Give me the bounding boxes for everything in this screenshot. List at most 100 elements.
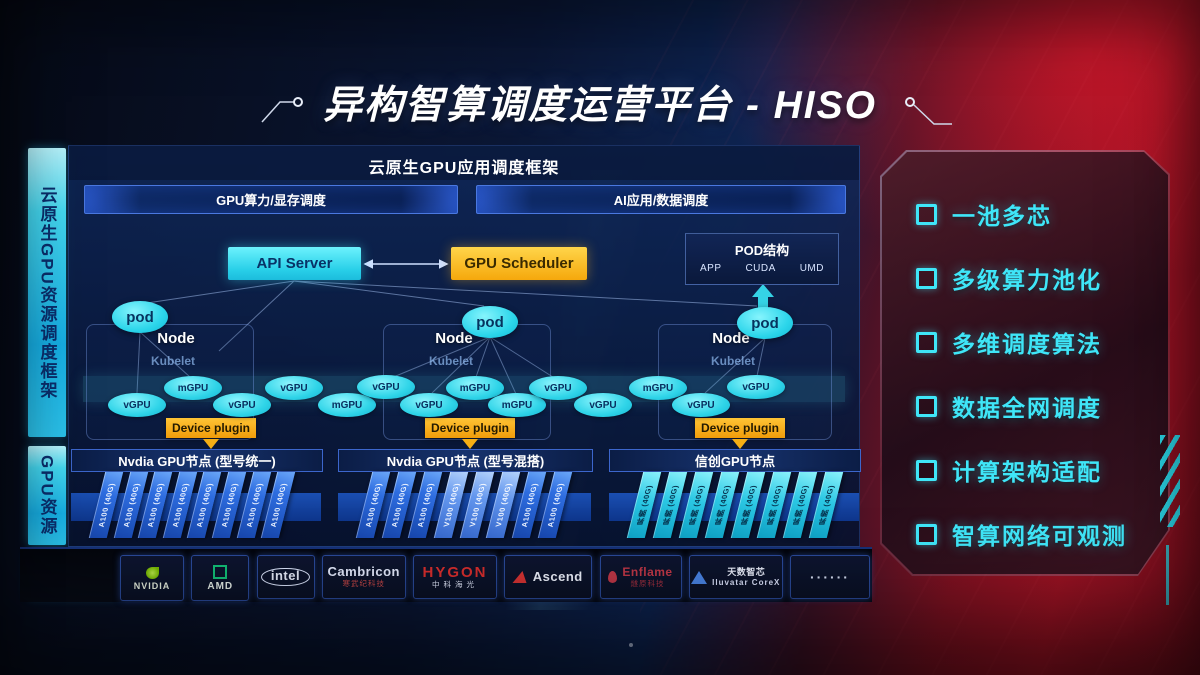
ascend-triangle-icon [512, 571, 530, 583]
vendor-name: Enflame [622, 564, 673, 579]
feature-item: 计算架构适配 [916, 438, 1168, 502]
vendor-logo-box: Ascend [504, 555, 593, 599]
vendor-subname: Iluvatar CoreX [712, 577, 781, 587]
pod-structure-title: POD结构 [734, 243, 790, 258]
feature-label: 多级算力池化 [952, 267, 1102, 293]
edge-accent-decoration [1166, 545, 1169, 605]
pod-ellipse: pod [112, 301, 168, 333]
pod-item-cuda: CUDA [745, 263, 776, 274]
device-plugin-arrow-icon [732, 439, 748, 449]
nvidia-eye-icon [145, 566, 159, 579]
feature-label: 智算网络可观测 [952, 523, 1127, 549]
bar-ai-data-scheduling: AI应用/数据调度 [476, 185, 846, 214]
checkbox-bullet-icon [916, 395, 937, 417]
hazard-stripes-decoration [1160, 435, 1180, 527]
vendor-logo-box: NVIDIA [120, 555, 184, 601]
device-plugin-box: Device plugin [425, 418, 515, 438]
checkbox-bullet-icon [916, 331, 937, 353]
feature-label: 数据全网调度 [952, 395, 1102, 421]
architecture-diagram: 云原生GPU应用调度框架 GPU算力/显存调度 AI应用/数据调度 [68, 145, 861, 547]
rail-label: GPU资源 [37, 455, 57, 536]
gpu-row-header: Nvdia GPU节点 (型号混搭) [338, 449, 593, 472]
gpu-row-header: Nvdia GPU节点 (型号统一) [71, 449, 323, 472]
device-plugin-arrow-icon [203, 439, 219, 449]
vendor-name: Cambricon [327, 564, 400, 580]
gpu-slice-ellipse: mGPU [164, 376, 222, 400]
feature-label: 计算架构适配 [952, 459, 1102, 485]
vendor-subname: 寒武纪科技 [342, 579, 385, 589]
bar-gpu-compute-scheduling: GPU算力/显存调度 [84, 185, 458, 214]
pod-ellipse: pod [462, 306, 518, 338]
vendor-logo-box: intel [256, 555, 315, 599]
vendor-subname: 燧原科技 [630, 578, 665, 588]
vendor-subname: 中科海光 [431, 580, 478, 590]
vendor-logo-box: HYGON 中科海光 [413, 555, 497, 599]
circuit-decoration-left [261, 97, 303, 123]
amd-square-icon [213, 565, 228, 580]
device-plugin-box: Device plugin [166, 418, 256, 438]
checkbox-bullet-icon [916, 459, 937, 481]
scheduler-layer-strip [69, 146, 859, 180]
node-label: Node [157, 330, 195, 347]
iluvatar-triangle-icon [691, 570, 708, 584]
vendor-name: ······ [810, 568, 850, 585]
pod-item-app: APP [700, 263, 722, 274]
checkbox-bullet-icon [916, 203, 937, 225]
gpu-scheduler-box: GPU Scheduler [451, 247, 587, 280]
gpu-slice-ellipse: vGPU [108, 393, 166, 417]
feature-item: 智算网络可观测 [916, 502, 1168, 566]
vendor-name: AMD [207, 581, 234, 593]
rail-cloud-native-gpu-framework: 云原生GPU资源调度框架 [28, 148, 66, 437]
kubelet-label: Kubelet [428, 354, 474, 368]
gpu-slice-ellipse: mGPU [446, 376, 504, 400]
kubelet-label: Kubelet [150, 354, 196, 368]
connection-lines [136, 259, 774, 395]
vendor-name: intel [260, 567, 311, 587]
vendor-name: Ascend [532, 568, 583, 584]
gpu-slice-ellipse: mGPU [318, 393, 376, 417]
gpu-slice-ellipse: vGPU [265, 376, 323, 400]
rail-label: 云原生GPU资源调度框架 [37, 185, 57, 400]
pod-structure-items: APP CUDA UMD [686, 259, 838, 274]
vendor-logo-box: Enflame 燧原科技 [599, 555, 682, 599]
gpu-slice-ellipse: vGPU [213, 393, 271, 417]
feature-item: 数据全网调度 [916, 374, 1168, 438]
checkbox-bullet-icon [916, 267, 937, 289]
vendor-name: 天数智芯 [727, 567, 766, 578]
feature-list: 一池多芯 多级算力池化 多维调度算法 数据全网调度 计算架构适配 智算网络可观测 [882, 152, 1168, 566]
device-plugin-arrow-icon [462, 439, 478, 449]
feature-label: 一池多芯 [952, 203, 1052, 229]
scheduler-layer-title: 云原生GPU应用调度框架 [368, 160, 560, 177]
gpu-row-header: 信创GPU节点 [609, 449, 861, 472]
pod-to-podstruct-arrow [752, 284, 774, 312]
page-title: 异构智算调度运营平台 - HISO [322, 84, 877, 127]
pod-ellipse: pod [737, 307, 793, 339]
kubelet-label: Kubelet [710, 354, 756, 368]
pod-structure-box: POD结构 APP CUDA UMD [685, 233, 839, 285]
rail-gpu-resource: GPU资源 [28, 446, 66, 545]
circuit-decoration-right [905, 97, 952, 125]
vendor-logo-row: NVIDIA AMD intel Cambricon 寒武纪科技 HYGON 中… [120, 555, 870, 601]
feature-panel: 一池多芯 多级算力池化 多维调度算法 数据全网调度 计算架构适配 智算网络可观测 [880, 150, 1170, 576]
vendor-logo-box: AMD [191, 555, 250, 601]
vendor-name: HYGON [422, 564, 488, 582]
feature-item: 多维调度算法 [916, 310, 1168, 374]
vendor-name: NVIDIA [133, 580, 171, 591]
feature-panel-background: 一池多芯 多级算力池化 多维调度算法 数据全网调度 计算架构适配 智算网络可观测 [882, 152, 1168, 574]
device-plugin-box: Device plugin [695, 418, 785, 438]
gpu-slice-ellipse: vGPU [357, 375, 415, 399]
feature-item: 多级算力池化 [916, 246, 1168, 310]
gpu-slice-ellipse: mGPU [629, 376, 687, 400]
gpu-slice-ellipse: vGPU [529, 376, 587, 400]
feature-label: 多维调度算法 [952, 331, 1102, 357]
gpu-slice-ellipse: vGPU [672, 393, 730, 417]
enflame-flame-icon [608, 571, 618, 583]
feature-item: 一池多芯 [916, 182, 1168, 246]
gpu-slice-ellipse: vGPU [574, 393, 632, 417]
vendor-logo-box: Cambricon 寒武纪科技 [321, 555, 406, 599]
node-label: Node [712, 330, 750, 347]
vendor-logo-box: ······ [790, 555, 870, 599]
footer-dot [629, 643, 633, 647]
gpu-slice-ellipse: vGPU [727, 375, 785, 399]
